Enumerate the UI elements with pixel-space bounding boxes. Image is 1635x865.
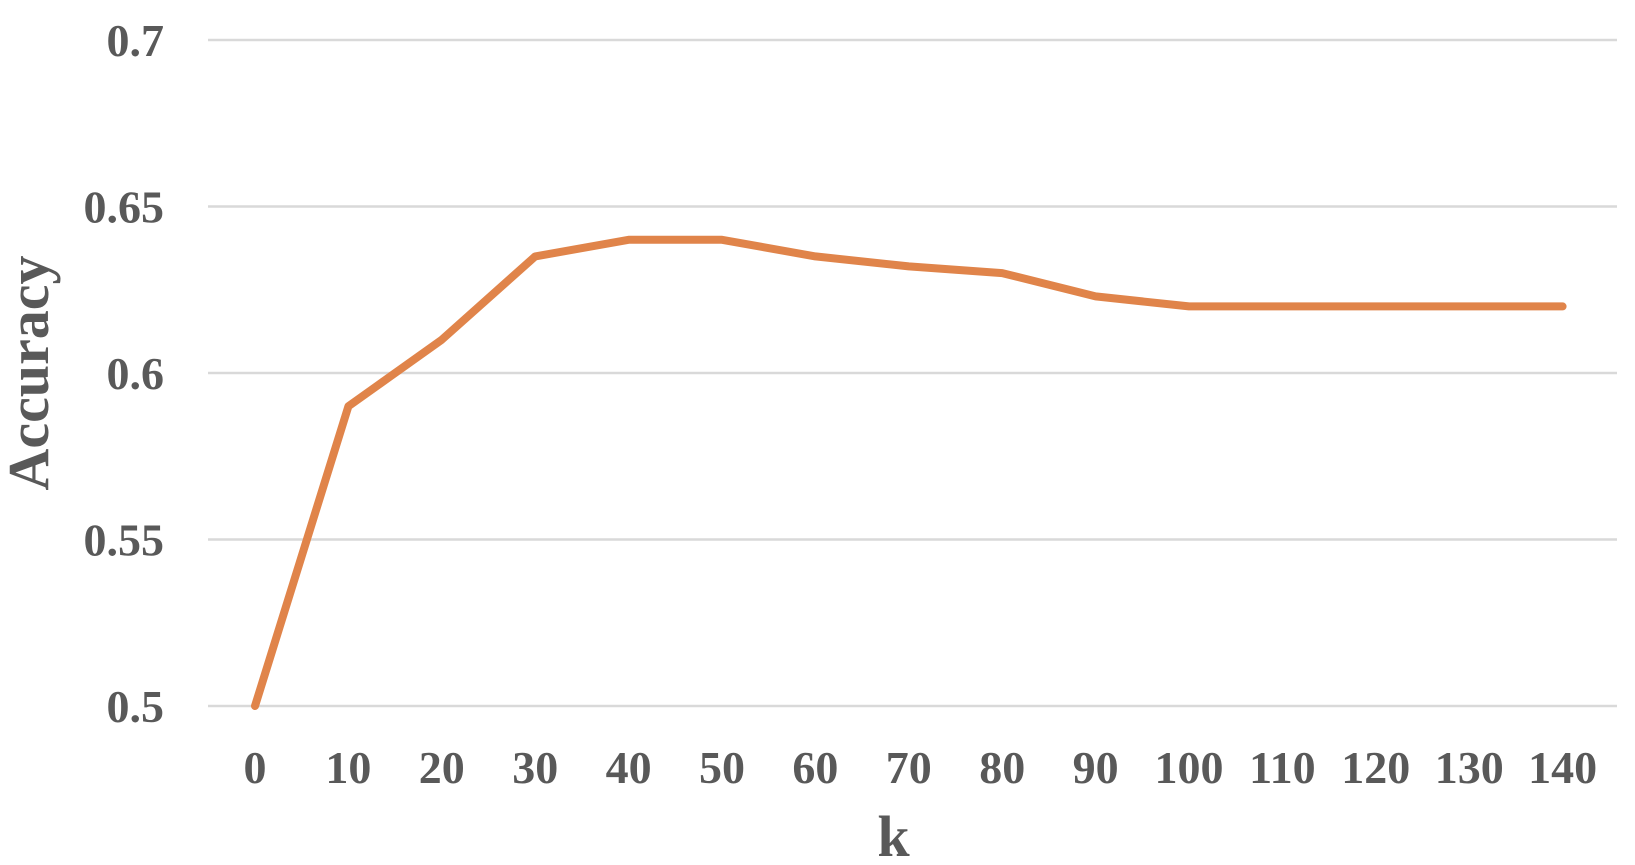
x-tick-label: 40 [606, 742, 652, 793]
gridlines [208, 38, 1617, 708]
x-tick-label: 20 [419, 742, 465, 793]
y-axis-tick-labels: 0.5 0.55 0.6 0.65 0.7 [84, 15, 165, 732]
x-tick-label: 50 [699, 742, 745, 793]
x-tick-label: 80 [979, 742, 1025, 793]
y-tick-label: 0.7 [107, 15, 165, 66]
x-tick-label: 120 [1341, 742, 1410, 793]
x-tick-label: 100 [1155, 742, 1224, 793]
x-tick-label: 30 [512, 742, 558, 793]
x-tick-label: 70 [886, 742, 932, 793]
y-tick-label: 0.55 [84, 515, 165, 566]
y-tick-label: 0.6 [107, 348, 165, 399]
x-tick-label: 0 [244, 742, 267, 793]
y-tick-label: 0.5 [107, 681, 165, 732]
series-line [251, 235, 1567, 710]
x-tick-label: 10 [325, 742, 371, 793]
x-axis-tick-labels: 0 10 20 30 40 50 60 70 80 90 100 110 120 130 140 [244, 742, 1598, 793]
series-layer [251, 235, 1567, 710]
x-tick-label: 60 [792, 742, 838, 793]
x-tick-label: 140 [1528, 742, 1597, 793]
y-tick-label: 0.65 [84, 182, 165, 233]
x-tick-label: 110 [1249, 742, 1315, 793]
x-tick-label: 130 [1435, 742, 1504, 793]
x-axis-title: k [877, 804, 910, 865]
y-axis-title: Accuracy [0, 255, 61, 490]
x-tick-label: 90 [1073, 742, 1119, 793]
